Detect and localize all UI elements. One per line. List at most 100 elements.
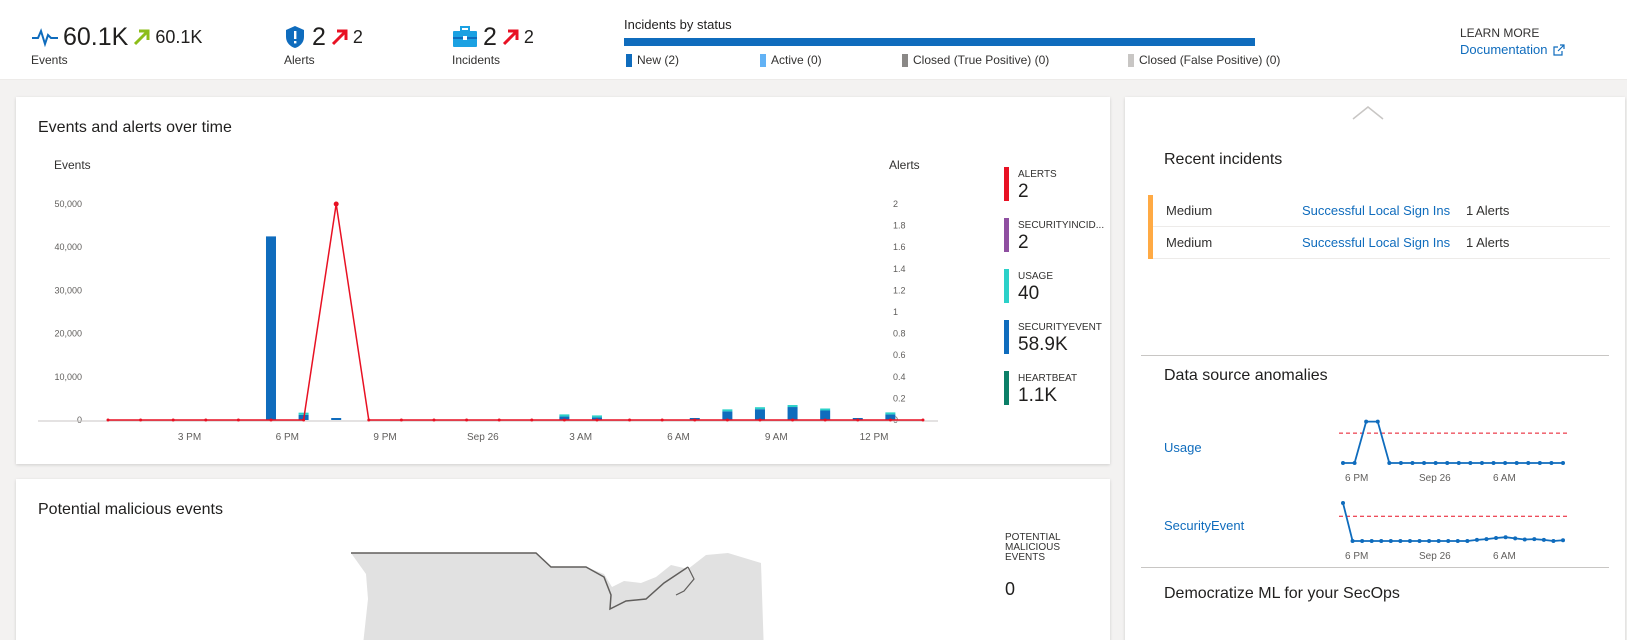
incident-severity: Medium <box>1166 235 1213 250</box>
usage-sparkline[interactable]: 6 PM Sep 26 6 AM <box>1335 407 1575 487</box>
malicious-events-panel: Potential malicious events POTENTIAL MAL… <box>16 479 1110 640</box>
alerts-line <box>108 203 923 421</box>
y2-tick-label: 1.6 <box>893 242 906 252</box>
x-tick-label: 3 PM <box>178 432 201 443</box>
y2-tick-label: 0.6 <box>893 350 906 360</box>
sparkline-point <box>1503 461 1508 465</box>
sparkline-point <box>1360 539 1365 543</box>
sparkline-point <box>1541 537 1546 542</box>
sparkline-point <box>1407 539 1412 543</box>
malicious-events-title: Potential malicious events <box>38 501 223 518</box>
sparkline-point <box>1491 461 1496 465</box>
alerts-point <box>725 418 729 422</box>
incidents-change: 2 <box>523 26 534 47</box>
sparkline-point <box>1398 539 1403 543</box>
pulse-icon <box>32 28 58 48</box>
summary-bar: 60.1K 60.1K Events 2 2 Alerts <box>0 0 1627 80</box>
bar-usage <box>591 415 602 418</box>
anomaly-securityevent-link[interactable]: SecurityEvent <box>1164 518 1245 533</box>
sparkline-point <box>1514 461 1519 465</box>
alerts-point <box>530 418 534 422</box>
bar-securityevent <box>787 407 798 420</box>
y2-tick-label: 1 <box>893 307 898 317</box>
anomalies-title: Data source anomalies <box>1164 367 1328 384</box>
securityevent-sparkline[interactable]: 6 PM Sep 26 6 AM <box>1335 493 1575 565</box>
events-change: 60.1K <box>155 26 203 47</box>
alerts-point <box>693 418 697 422</box>
trend-up-icon <box>502 29 519 46</box>
sparkline-point <box>1387 461 1392 465</box>
status-legend-closed-true[interactable]: Closed (True Positive) (0) <box>902 53 1049 67</box>
y-tick-label: 10,000 <box>54 372 82 382</box>
status-legend-new[interactable]: New (2) <box>626 53 679 67</box>
world-map[interactable] <box>16 479 816 640</box>
events-value: 60.1K <box>63 22 129 51</box>
alerts-point <box>660 418 664 422</box>
sparkline-point <box>1551 539 1556 543</box>
kpi-color-bar <box>1004 269 1009 303</box>
kpi-name: SECURITYEVENT <box>1018 322 1102 333</box>
sparkline-tick-label: 6 PM <box>1345 551 1368 562</box>
insights-panel: Recent incidents Medium Successful Local… <box>1125 97 1625 640</box>
sparkline-point <box>1445 461 1450 465</box>
status-legend-active[interactable]: Active (0) <box>760 53 822 67</box>
sparkline-point <box>1369 539 1374 543</box>
bar-usage <box>722 409 733 412</box>
severity-bar <box>1148 226 1153 259</box>
status-legend-label: New (2) <box>637 53 680 67</box>
bar-securityevent <box>820 410 831 420</box>
alerts-point <box>465 418 469 422</box>
events-alerts-title: Events and alerts over time <box>38 119 232 136</box>
status-bar[interactable] <box>624 38 1255 46</box>
kpi-value: 1.1K <box>1018 385 1058 406</box>
learn-more: LEARN MORE Documentation <box>1460 26 1566 57</box>
incident-severity: Medium <box>1166 203 1213 218</box>
sparkline-point <box>1468 461 1473 465</box>
alerts-point <box>432 418 436 422</box>
sparkline-point <box>1484 537 1489 542</box>
malicious-kpi-value: 0 <box>1005 579 1016 599</box>
alerts-point <box>595 418 599 422</box>
incident-row[interactable]: Medium Successful Local Sign Ins 1 Alert… <box>1148 226 1610 259</box>
kpi-color-bar <box>1004 218 1009 252</box>
shield-alert-icon <box>286 26 304 48</box>
alerts-point <box>106 418 110 422</box>
kpi-value: 58.9K <box>1018 334 1068 355</box>
status-legend: New (2) Active (0) Closed (True Positive… <box>624 53 1284 69</box>
alerts-point <box>269 418 273 422</box>
x-tick-label: 9 PM <box>373 432 396 443</box>
sparkline-point <box>1446 539 1451 543</box>
status-swatch <box>760 53 766 67</box>
alerts-point <box>236 418 240 422</box>
sparkline-point <box>1379 539 1384 543</box>
sparkline-tick-label: Sep 26 <box>1419 473 1451 484</box>
events-alerts-chart[interactable]: Events Alerts 0 10,000 20,000 30,000 40,000 50,… <box>16 97 986 464</box>
kpi-value: 2 <box>1018 181 1029 202</box>
kpi-value: 2 <box>1018 232 1029 253</box>
status-legend-closed-false[interactable]: Closed (False Positive) (0) <box>1128 53 1280 67</box>
sparkline-point <box>1503 535 1508 540</box>
incidents-stat[interactable]: 2 2 Incidents <box>452 22 534 68</box>
documentation-link[interactable]: Documentation <box>1460 42 1566 57</box>
collapse-up-icon[interactable] <box>1351 105 1385 121</box>
alerts-label: Alerts <box>284 53 315 67</box>
y2-tick-label: 2 <box>893 199 898 209</box>
events-stat[interactable]: 60.1K 60.1K Events <box>31 22 203 68</box>
status-legend-label: Active (0) <box>771 53 822 67</box>
incident-alerts: 1 Alerts <box>1466 203 1510 218</box>
anomaly-usage-link[interactable]: Usage <box>1164 440 1202 455</box>
x-tick-label: 6 PM <box>276 432 299 443</box>
sparkline-point <box>1549 461 1554 465</box>
sparkline-tick-label: Sep 26 <box>1419 551 1451 562</box>
incident-name-link[interactable]: Successful Local Sign Ins <box>1302 203 1451 218</box>
alerts-stat[interactable]: 2 2 Alerts <box>284 22 363 68</box>
status-swatch <box>902 53 908 67</box>
alerts-point <box>791 418 795 422</box>
incident-name-link[interactable]: Successful Local Sign Ins <box>1302 235 1451 250</box>
incidents-by-status[interactable]: Incidents by status New (2) Active (0) C… <box>624 17 1284 69</box>
sparkline-point <box>1427 539 1432 543</box>
y2-axis-title: Alerts <box>889 158 920 172</box>
kpi-name: ALERTS <box>1018 169 1057 180</box>
incident-row[interactable]: Medium Successful Local Sign Ins 1 Alert… <box>1148 194 1610 227</box>
alerts-point <box>823 418 827 422</box>
